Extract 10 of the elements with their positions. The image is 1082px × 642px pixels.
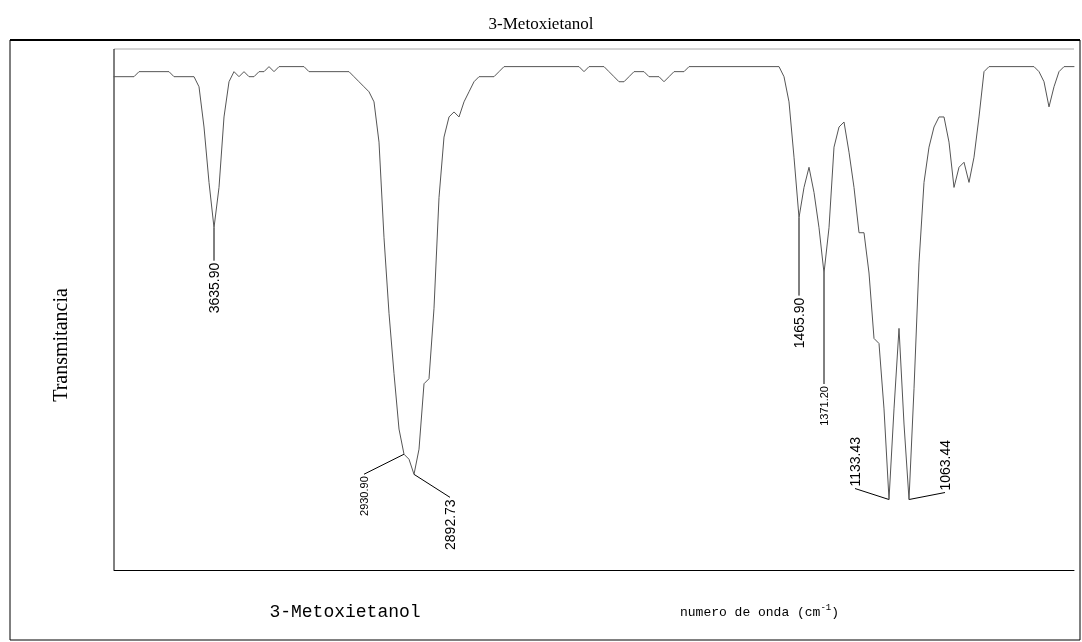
annotation: 2930.90 (358, 476, 370, 516)
text: 3-Metoxietanol (269, 602, 421, 622)
annotation: 1063.44 (937, 439, 953, 491)
annotation: 2892.73 (442, 499, 458, 550)
chart-title: 3-Metoxietanol (488, 14, 594, 33)
y-axis-title: Transmitancia (49, 288, 71, 402)
annotation: 1133.43 (847, 436, 863, 487)
annotation: 3635.90 (206, 262, 222, 314)
annotation: 1465.90 (791, 297, 807, 349)
annotation: 1371.20 (818, 386, 830, 426)
